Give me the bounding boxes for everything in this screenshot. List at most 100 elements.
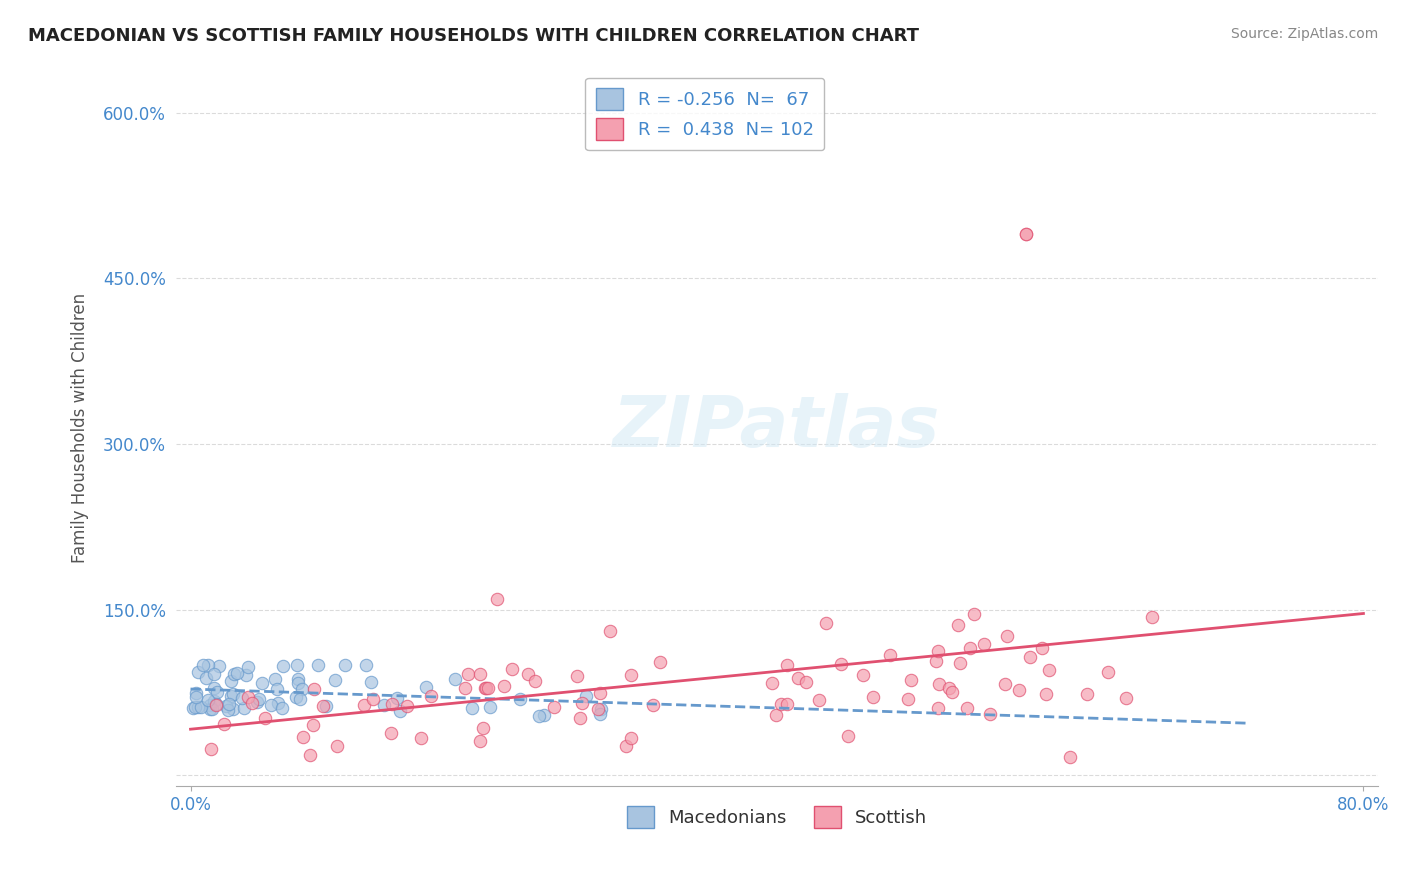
Scottish [963, 607, 986, 622]
Macedonians [224, 666, 246, 681]
Macedonians [307, 657, 329, 672]
Macedonians [194, 672, 217, 686]
Scottish [474, 681, 496, 696]
Macedonians [219, 674, 242, 689]
Macedonians [184, 690, 207, 704]
Scottish [776, 698, 799, 712]
Scottish [979, 706, 1001, 721]
Macedonians [202, 681, 225, 695]
Macedonians [284, 690, 307, 704]
Macedonians [509, 692, 531, 706]
Text: ZIPatlas: ZIPatlas [613, 393, 941, 462]
Scottish [927, 644, 949, 658]
Macedonians [333, 657, 356, 672]
Scottish [1038, 663, 1060, 677]
Scottish [1076, 688, 1098, 702]
Macedonians [191, 657, 214, 672]
Macedonians [287, 657, 309, 672]
Scottish [325, 739, 347, 753]
Scottish [776, 658, 799, 673]
Scottish [941, 685, 963, 699]
Scottish [420, 689, 443, 703]
Scottish [925, 654, 948, 668]
Scottish [381, 697, 404, 711]
Scottish [565, 669, 588, 683]
Scottish [454, 681, 477, 696]
Macedonians [533, 708, 555, 723]
Scottish [291, 730, 314, 744]
Macedonians [204, 666, 226, 681]
Scottish [1008, 682, 1031, 697]
Scottish [994, 677, 1017, 691]
Macedonians [264, 672, 287, 686]
Macedonians [478, 700, 501, 714]
Scottish [1015, 227, 1038, 242]
Scottish [765, 707, 787, 722]
Scottish [837, 730, 859, 744]
Macedonians [287, 672, 309, 686]
Scottish [477, 681, 499, 695]
Macedonians [387, 691, 409, 706]
Macedonians [443, 672, 465, 686]
Scottish [770, 698, 793, 712]
Macedonians [575, 689, 598, 703]
Macedonians [373, 698, 395, 713]
Scottish [897, 691, 920, 706]
Scottish [242, 697, 264, 711]
Scottish [879, 648, 901, 662]
Scottish [298, 747, 321, 762]
Scottish [471, 722, 494, 736]
Scottish [586, 702, 609, 716]
Macedonians [235, 667, 257, 681]
Macedonians [233, 700, 256, 714]
Scottish [361, 691, 384, 706]
Text: Source: ZipAtlas.com: Source: ZipAtlas.com [1230, 27, 1378, 41]
Scottish [1031, 640, 1053, 655]
Scottish [411, 731, 433, 745]
Scottish [214, 717, 236, 731]
Macedonians [287, 675, 309, 690]
Macedonians [183, 700, 205, 714]
Macedonians [217, 703, 239, 717]
Scottish [956, 701, 979, 715]
Scottish [470, 733, 492, 747]
Scottish [814, 615, 837, 630]
Macedonians [315, 698, 337, 713]
Scottish [253, 711, 276, 725]
Scottish [599, 624, 621, 638]
Macedonians [231, 691, 253, 706]
Macedonians [591, 701, 613, 715]
Scottish [995, 629, 1018, 643]
Scottish [205, 698, 228, 713]
Scottish [353, 698, 375, 712]
Macedonians [181, 700, 204, 714]
Macedonians [389, 704, 412, 718]
Scottish [928, 677, 950, 691]
Macedonians [529, 709, 551, 723]
Scottish [787, 671, 810, 685]
Scottish [396, 698, 419, 713]
Macedonians [246, 695, 269, 709]
Macedonians [214, 699, 236, 714]
Macedonians [190, 699, 212, 714]
Scottish [794, 674, 817, 689]
Scottish [949, 656, 972, 670]
Legend: Macedonians, Scottish: Macedonians, Scottish [620, 798, 935, 835]
Scottish [302, 718, 325, 732]
Macedonians [200, 702, 222, 716]
Scottish [457, 666, 479, 681]
Macedonians [201, 702, 224, 716]
Scottish [474, 681, 496, 696]
Macedonians [267, 696, 290, 710]
Scottish [485, 591, 508, 606]
Scottish [501, 663, 523, 677]
Macedonians [200, 698, 222, 712]
Scottish [1115, 691, 1137, 706]
Macedonians [222, 688, 245, 702]
Scottish [312, 699, 335, 714]
Scottish [807, 693, 830, 707]
Scottish [900, 673, 922, 687]
Macedonians [202, 694, 225, 708]
Macedonians [323, 673, 346, 687]
Macedonians [197, 657, 219, 672]
